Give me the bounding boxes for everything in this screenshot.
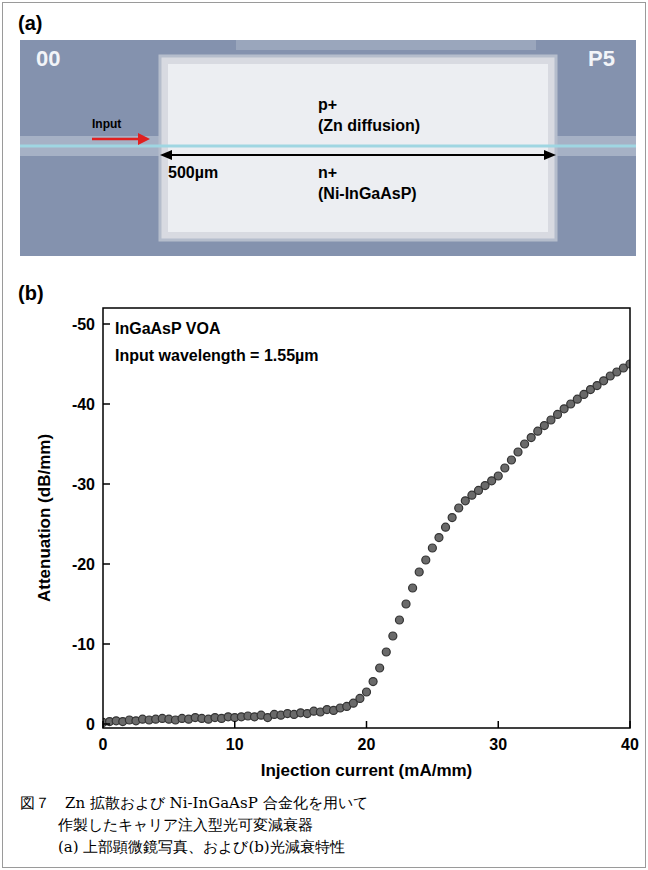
electrode-inner [168,64,548,232]
photo-edge [236,40,536,50]
caption-line: 作製したキャリア注入型光可変減衰器 [57,816,313,834]
x-axis-title: Injection current (mA/mm) [261,761,473,780]
data-point [507,456,515,464]
data-point [527,434,535,442]
figure-frame [3,3,646,868]
data-point [455,504,463,512]
x-tick [366,721,368,728]
photo-label: Input [92,117,121,131]
photo-label: (Ni-InGaAsP) [318,185,417,202]
data-point [448,514,456,522]
y-tick-label: -30 [72,476,95,493]
x-tick [498,721,500,728]
caption: 図７ Zn 拡散および Ni-InGaAsP 合金化を用いて作製したキャリア注入… [20,794,368,856]
data-point [356,694,364,702]
data-point [540,422,548,430]
data-point [415,568,423,576]
data-point [514,448,522,456]
data-point [422,556,430,564]
y-tick-label: -10 [72,636,95,653]
photo-label: p+ [318,96,337,113]
waveguide [20,145,636,148]
x-tick-label: 20 [358,736,376,753]
input-arrowhead [138,133,150,145]
x-tick-label: 10 [226,736,244,753]
x-tick-label: 0 [99,736,108,753]
electrode-pad [160,56,556,240]
data-point [369,678,377,686]
data-points [103,360,630,726]
y-axis-title: Attenuation (dB/mm) [35,434,54,602]
photo-mark: P5 [588,46,615,71]
data-point [442,523,450,531]
data-point [534,427,542,435]
photo-label: n+ [318,164,337,181]
y-tick-label: -20 [72,556,95,573]
panel-b: (b) 0 10 20 30 40 0 -10 -20 -30 -40 -50 Injection cu… [18,282,639,780]
y-tick [103,643,110,645]
panel-a: (a) 00 P5 Input p+ (Zn diffusion) 500µm n+ (Ni-I… [18,12,636,256]
annotation: InGaAsP VOA [115,320,221,337]
y-tick [103,723,110,725]
caption-line: 図７ Zn 拡散および Ni-InGaAsP 合金化を用いて [20,794,368,812]
background [0,0,648,870]
caption-line: (a) 上部顕微鏡写真、および(b)光減衰特性 [58,838,345,856]
x-tick-label: 30 [489,736,507,753]
data-point [382,648,390,656]
input-arrow [92,138,140,141]
plot-frame [103,308,630,728]
data-point [409,584,417,592]
data-point [501,464,509,472]
data-point [547,416,555,424]
y-tick-label: -40 [72,396,95,413]
figure: (a) 00 P5 Input p+ (Zn diffusion) 500µm n+ (Ni-I… [0,0,648,870]
length-arrow [170,154,546,156]
photo-label: (Zn diffusion) [318,117,420,134]
y-tick [103,403,110,405]
data-point [494,472,502,480]
length-arrowhead [544,150,556,160]
data-point [402,600,410,608]
data-point [363,688,371,696]
y-tick [103,563,110,565]
data-point [428,544,436,552]
y-tick-label: -50 [72,316,95,333]
panel-letter: (b) [18,282,44,304]
data-point [461,497,469,505]
data-point [435,534,443,542]
x-tick [234,721,236,728]
length-arrowhead [160,150,172,160]
photo-background [20,40,636,256]
data-point [376,664,384,672]
annotation: Input wavelength = 1.55µm [115,347,319,364]
y-tick [103,323,110,325]
data-point [389,632,397,640]
data-point [521,440,529,448]
panel-letter: (a) [18,12,42,34]
x-tick-label: 40 [621,736,639,753]
y-tick [103,483,110,485]
data-point [395,616,403,624]
x-tick [629,721,631,728]
photo [20,40,636,256]
photo-label: 500µm [168,164,218,181]
y-tick-label: 0 [86,716,95,733]
photo-mark: 00 [36,46,60,71]
data-point [554,410,562,418]
